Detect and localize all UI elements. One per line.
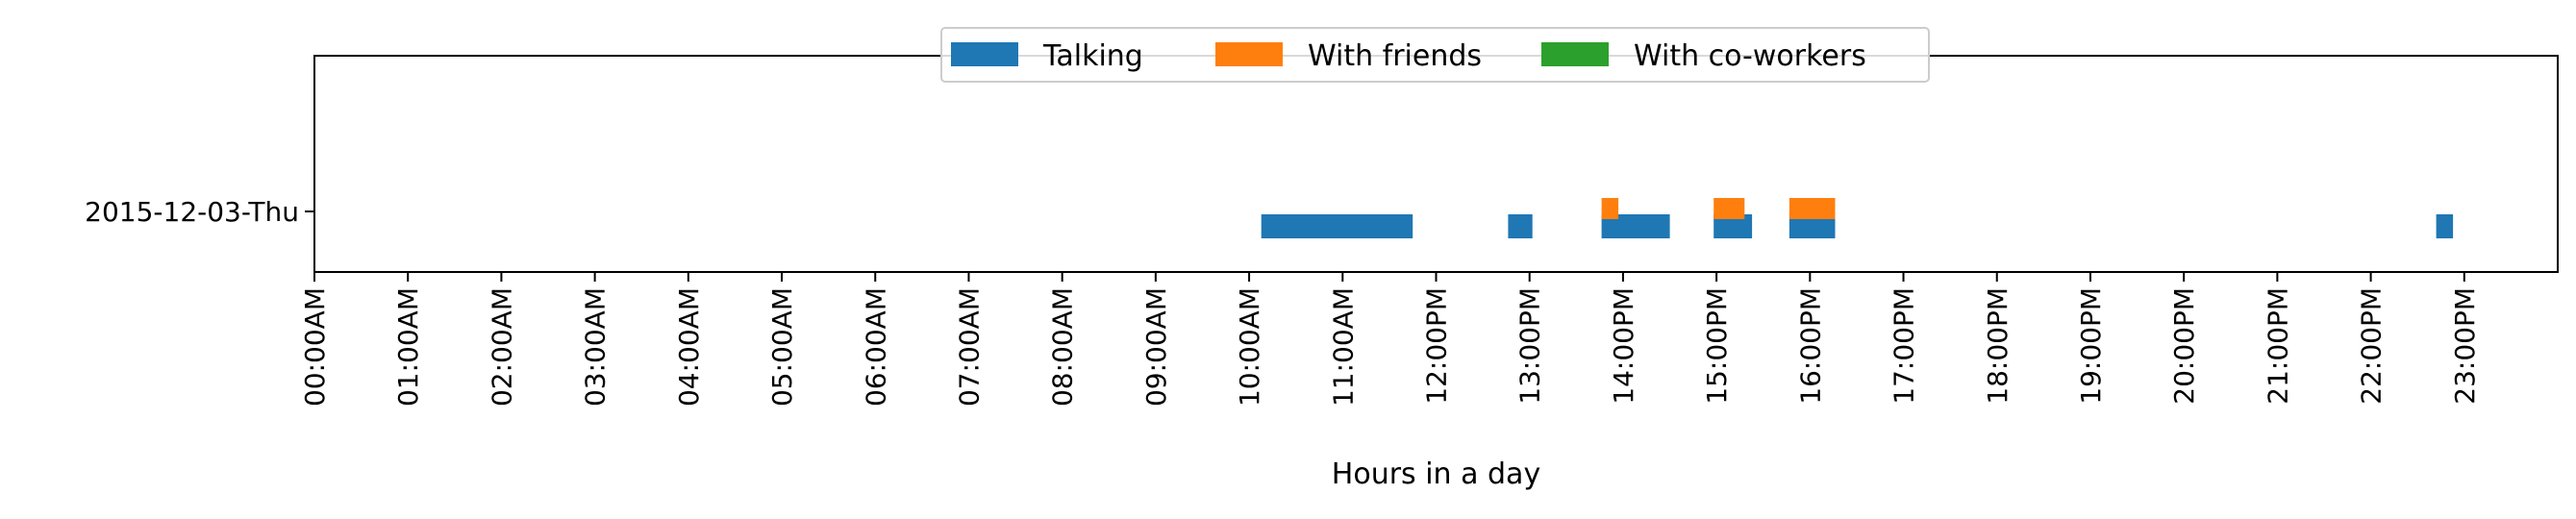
bar-with-friends-1: [1713, 198, 1745, 219]
x-tick-label: 01:00AM: [392, 287, 424, 407]
x-tick-label: 04:00AM: [673, 287, 705, 407]
x-tick-label: 21:00PM: [2262, 287, 2293, 405]
bar-talking-1: [1508, 214, 1533, 238]
y-axis-ticks: 2015-12-03-Thu: [85, 196, 314, 228]
x-tick-label: 07:00AM: [953, 287, 985, 407]
x-tick-label: 11:00AM: [1327, 287, 1359, 407]
x-tick-label: 15:00PM: [1701, 287, 1733, 405]
x-tick-label: 08:00AM: [1047, 287, 1079, 407]
x-tick-label: 05:00AM: [766, 287, 798, 407]
x-axis-label: Hours in a day: [1332, 457, 1540, 491]
x-tick-label: 06:00AM: [860, 287, 891, 407]
legend-swatch-with-co-workers: [1541, 42, 1609, 66]
y-tick-label: 2015-12-03-Thu: [85, 196, 299, 228]
legend: Talking With friends With co-workers: [940, 27, 1930, 83]
x-tick-label: 17:00PM: [1888, 287, 1920, 405]
bar-with-friends-0: [1601, 198, 1619, 219]
legend-label: With co-workers: [1634, 39, 1866, 73]
legend-swatch-with-friends: [1215, 42, 1283, 66]
x-tick-label: 02:00AM: [486, 287, 517, 407]
x-tick-label: 18:00PM: [1982, 287, 2013, 405]
x-tick-label: 12:00PM: [1421, 287, 1453, 405]
legend-label: With friends: [1308, 39, 1482, 73]
legend-label: Talking: [1042, 39, 1143, 73]
data-marks: [1261, 198, 2454, 238]
x-tick-label: 10:00AM: [1234, 287, 1265, 407]
x-tick-label: 19:00PM: [2075, 287, 2107, 405]
legend-frame: [940, 27, 1930, 83]
x-tick-label: 00:00AM: [299, 287, 331, 407]
bar-talking-5: [2436, 214, 2454, 238]
x-tick-label: 23:00PM: [2449, 287, 2481, 405]
x-tick-label: 14:00PM: [1608, 287, 1639, 405]
x-tick-label: 16:00PM: [1794, 287, 1826, 405]
x-tick-label: 03:00AM: [580, 287, 612, 407]
x-tick-label: 22:00PM: [2356, 287, 2388, 405]
legend-swatch-talking: [951, 42, 1018, 66]
bar-talking-0: [1261, 214, 1413, 238]
x-axis-ticks: 00:00AM 01:00AM 02:00AM 03:00AM 04:00AM 05:00…: [299, 272, 2481, 407]
x-tick-label: 20:00PM: [2168, 287, 2200, 405]
x-tick-label: 13:00PM: [1514, 287, 1546, 405]
bar-with-friends-2: [1788, 198, 1836, 219]
x-tick-label: 09:00AM: [1140, 287, 1172, 407]
